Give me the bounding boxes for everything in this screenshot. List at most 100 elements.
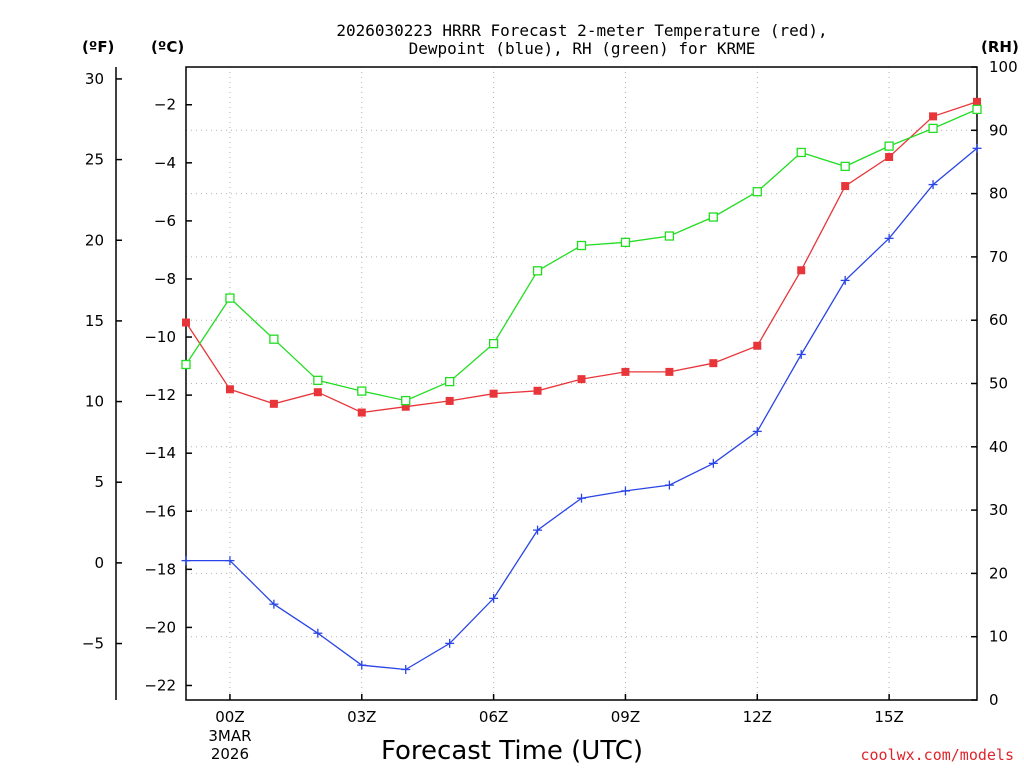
rh-tick-label: 60 [989,311,1008,329]
celsius-tick-label: −4 [154,154,176,172]
dewpoint-point [796,349,806,359]
dewpoint-point [577,493,586,503]
time-date-label: 3MAR [208,727,251,745]
temperature-point [753,341,762,350]
celsius-unit-label: (ºC) [151,38,184,56]
time-tick-label: 15Z [874,708,903,726]
celsius-tick-label: −10 [144,328,176,346]
dewpoint-point [928,180,938,190]
credit-label: coolwx.com/models [860,746,1014,764]
rh-point [576,240,587,251]
dewpoint-point [972,143,982,153]
fahrenheit-tick-label: 0 [94,554,104,572]
temperature-point [885,153,894,162]
celsius-axis: −2 −4 −6 −8 −10 −12 −14 −16 −18 −20 −22 [144,96,192,694]
dewpoint-series [181,143,982,675]
time-year-label: 2026 [211,745,249,763]
dewpoint-point [708,458,718,468]
dewpoint-point [840,275,850,285]
temperature-point [269,399,278,408]
celsius-tick-label: −22 [144,676,176,694]
rh-line [185,108,978,402]
rh-tick-label: 90 [989,121,1008,139]
fahrenheit-unit-label: (ºF) [82,38,114,56]
dewpoint-point [269,599,279,609]
rh-point [708,212,718,222]
celsius-tick-label: −12 [144,386,176,404]
dewpoint-point [884,233,894,243]
celsius-tick-label: −16 [144,502,176,520]
time-tick-label: 09Z [611,708,640,726]
rh-point [357,386,367,396]
dewpoint-point [445,638,455,648]
temperature-point [929,112,938,121]
rh-point [445,376,455,387]
celsius-tick-label: −2 [154,96,176,114]
rh-tick-label: 100 [989,58,1018,76]
temperature-point [225,385,234,394]
time-tick-label: 06Z [479,708,508,726]
series-layer [181,97,982,675]
rh-tick-label: 20 [989,564,1008,582]
rh-point [664,231,675,241]
dewpoint-point [664,480,674,490]
rh-axis: 0 10 20 30 40 50 60 70 80 90 100 [971,58,1018,709]
rh-point [401,395,411,406]
rh-point [752,187,762,197]
fahrenheit-tick-label: 15 [85,312,104,330]
rh-point [620,237,631,247]
temperature-point [489,389,498,398]
temperature-point [797,266,806,275]
dewpoint-point [181,556,191,566]
fahrenheit-tick-label: 25 [85,151,104,169]
time-tick-label: 00Z [215,708,244,726]
temperature-point [313,388,322,397]
temperature-point [665,367,674,376]
rh-tick-label: 10 [989,628,1008,646]
temperature-point [182,318,190,327]
celsius-tick-label: −18 [144,560,176,578]
rh-unit-label: (RH) [981,38,1019,56]
celsius-tick-label: −8 [154,270,176,288]
fahrenheit-axis: 30 25 20 15 10 5 0 −5 [82,70,122,653]
dewpoint-point [533,525,543,535]
fahrenheit-tick-label: 10 [85,393,104,411]
rh-point [840,161,850,172]
temperature-point [841,182,850,191]
rh-tick-label: 0 [989,691,999,709]
temperature-point [445,396,454,405]
rh-series [181,104,982,406]
temperature-point [401,402,410,411]
rh-tick-label: 80 [989,185,1008,203]
chart-title-line1: 2026030223 HRRR Forecast 2-meter Tempera… [336,21,827,40]
rh-tick-label: 70 [989,248,1008,266]
time-tick-label: 12Z [743,708,772,726]
celsius-tick-label: −20 [144,618,176,636]
rh-point [269,334,279,344]
celsius-tick-label: −6 [154,212,176,230]
dewpoint-point [752,426,762,436]
rh-point [884,141,894,151]
rh-tick-label: 50 [989,375,1008,393]
gridlines [186,67,977,700]
celsius-tick-label: −14 [144,444,176,462]
dewpoint-point [489,593,499,603]
temperature-series [182,97,981,417]
temperature-point [357,408,366,417]
rh-point [181,359,191,370]
rh-tick-label: 30 [989,501,1008,519]
dewpoint-point [225,556,235,566]
fahrenheit-tick-label: 5 [94,473,104,491]
dewpoint-line [186,147,978,671]
rh-point [796,147,806,158]
dewpoint-point [357,660,367,670]
temperature-point [973,97,981,106]
rh-tick-label: 40 [989,438,1008,456]
dewpoint-point [401,665,411,675]
rh-point [225,293,235,303]
rh-point [488,338,499,349]
x-axis-title: Forecast Time (UTC) [381,736,643,766]
temperature-point [533,386,542,395]
